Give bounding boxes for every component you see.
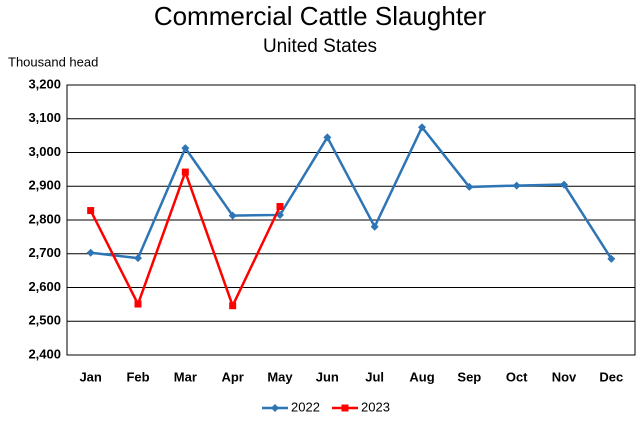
y-tick-label: 2,400 bbox=[28, 346, 61, 361]
marker bbox=[418, 123, 426, 132]
marker bbox=[86, 248, 95, 257]
marker bbox=[370, 222, 379, 231]
y-tick-label: 3,200 bbox=[28, 76, 61, 91]
marker bbox=[323, 133, 332, 142]
series-line bbox=[90, 124, 613, 260]
chart-title: Commercial Cattle Slaughter bbox=[154, 1, 487, 31]
y-tick-label: 2,500 bbox=[28, 313, 61, 328]
y-tick-label: 2,600 bbox=[28, 279, 61, 294]
series-line bbox=[89, 168, 282, 309]
x-tick-label: Dec bbox=[599, 369, 623, 384]
x-tick-label: Jul bbox=[365, 369, 384, 384]
marker bbox=[134, 300, 142, 308]
x-tick-label: Jan bbox=[79, 369, 101, 384]
marker bbox=[229, 302, 237, 310]
legend-label: 2022 bbox=[291, 399, 320, 414]
legend-marker bbox=[271, 404, 279, 412]
x-tick-label: Jun bbox=[316, 369, 339, 384]
marker bbox=[228, 211, 237, 220]
x-tick-label: Aug bbox=[409, 369, 434, 384]
marker bbox=[560, 180, 568, 189]
x-tick-label: Nov bbox=[552, 369, 577, 384]
x-tick-label: Oct bbox=[506, 369, 528, 384]
y-tick-label: 2,800 bbox=[28, 211, 61, 226]
marker bbox=[512, 181, 521, 190]
x-tick-label: May bbox=[267, 369, 293, 384]
x-tick-label: Sep bbox=[457, 369, 481, 384]
chart-subtitle: United States bbox=[263, 36, 377, 57]
y-axis-label: Thousand head bbox=[8, 54, 98, 69]
legend-label: 2023 bbox=[361, 399, 390, 414]
marker bbox=[181, 144, 190, 153]
y-tick-label: 2,900 bbox=[28, 178, 61, 193]
x-tick-label: Apr bbox=[221, 369, 243, 384]
plot-border bbox=[66, 84, 636, 356]
marker bbox=[87, 207, 95, 215]
legend-marker bbox=[341, 404, 349, 412]
x-tick-label: Feb bbox=[126, 369, 149, 384]
x-tick-label: Mar bbox=[174, 369, 197, 384]
marker bbox=[465, 182, 474, 191]
y-tick-label: 3,100 bbox=[28, 110, 61, 125]
y-tick-label: 2,700 bbox=[28, 245, 61, 260]
marker bbox=[181, 168, 189, 176]
y-tick-label: 3,000 bbox=[28, 144, 61, 159]
marker bbox=[276, 203, 284, 210]
marker bbox=[134, 254, 142, 263]
marker bbox=[607, 254, 616, 263]
